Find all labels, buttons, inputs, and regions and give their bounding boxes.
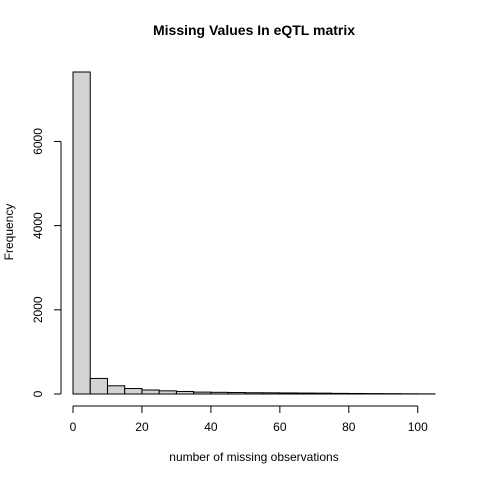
histogram-bar — [314, 393, 331, 394]
x-tick-label: 100 — [408, 420, 428, 434]
histogram-bar — [125, 389, 142, 394]
y-axis-label: Frequency — [2, 204, 16, 261]
x-tick-label: 80 — [342, 420, 356, 434]
x-tick-label: 40 — [204, 420, 218, 434]
histogram-bar — [211, 392, 228, 394]
histogram-bar — [159, 391, 176, 394]
histogram-bar — [263, 393, 280, 394]
chart-title: Missing Values In eQTL matrix — [153, 22, 355, 38]
y-tick-label: 0 — [31, 390, 45, 397]
x-axis-label: number of missing observations — [169, 450, 338, 464]
x-tick-label: 20 — [135, 420, 149, 434]
histogram-bar — [142, 390, 159, 394]
y-tick-label: 6000 — [31, 128, 45, 155]
x-tick-label: 0 — [70, 420, 77, 434]
y-tick-label: 2000 — [31, 296, 45, 323]
histogram-bar — [90, 378, 107, 394]
x-tick-label: 60 — [273, 420, 287, 434]
histogram-bar — [176, 391, 193, 394]
histogram-bar — [280, 393, 297, 394]
histogram-bar — [245, 393, 262, 394]
histogram-bar — [228, 393, 245, 394]
histogram-bar — [332, 393, 349, 394]
histogram-bar — [107, 386, 124, 394]
histogram-bar — [297, 393, 314, 394]
histogram-bar — [349, 393, 366, 394]
histogram-bar — [194, 392, 211, 394]
histogram-bar — [73, 72, 90, 394]
y-tick-label: 4000 — [31, 212, 45, 239]
